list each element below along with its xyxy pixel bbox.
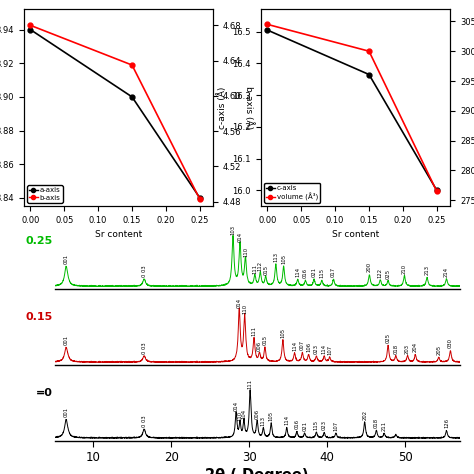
X-axis label: Sr content: Sr content bbox=[332, 230, 379, 239]
Line: b-axis: b-axis bbox=[28, 23, 202, 201]
Text: 213: 213 bbox=[425, 265, 429, 275]
Text: 111: 111 bbox=[247, 379, 253, 389]
Text: 110: 110 bbox=[237, 411, 243, 421]
Legend: a-axis, b-axis: a-axis, b-axis bbox=[27, 185, 63, 203]
Text: 025: 025 bbox=[385, 333, 391, 343]
Text: 0 03: 0 03 bbox=[142, 265, 146, 277]
Text: 114: 114 bbox=[292, 341, 297, 351]
Text: 126: 126 bbox=[444, 418, 449, 428]
Text: 023: 023 bbox=[314, 344, 319, 354]
Text: 001: 001 bbox=[64, 254, 69, 264]
X-axis label: 2θ ( Degree): 2θ ( Degree) bbox=[205, 468, 309, 474]
Line: a-axis: a-axis bbox=[28, 27, 202, 200]
Text: 107: 107 bbox=[327, 345, 332, 355]
a-axis bbox=[197, 195, 202, 201]
Line: volume: volume bbox=[265, 22, 439, 194]
Text: 0 03: 0 03 bbox=[142, 342, 146, 354]
a-axis bbox=[27, 27, 33, 33]
Text: 204: 204 bbox=[413, 342, 418, 353]
Text: 200: 200 bbox=[367, 263, 372, 273]
Text: 014: 014 bbox=[234, 401, 238, 410]
Text: =0: =0 bbox=[36, 388, 53, 398]
Text: 0 03: 0 03 bbox=[142, 415, 146, 427]
Text: 014: 014 bbox=[237, 232, 243, 242]
Text: 114: 114 bbox=[295, 267, 300, 277]
Text: 021: 021 bbox=[311, 267, 317, 277]
Text: 106: 106 bbox=[306, 342, 311, 353]
Text: 111: 111 bbox=[252, 264, 257, 273]
Text: 006: 006 bbox=[257, 341, 262, 351]
Text: 114: 114 bbox=[322, 344, 327, 354]
Text: 016: 016 bbox=[303, 268, 308, 278]
Text: 115: 115 bbox=[314, 420, 319, 430]
Text: 122: 122 bbox=[378, 267, 383, 278]
Text: 015: 015 bbox=[263, 264, 268, 274]
Text: 111: 111 bbox=[252, 326, 256, 337]
Text: 105: 105 bbox=[280, 328, 285, 338]
c-axis bbox=[434, 188, 439, 193]
Text: 113: 113 bbox=[261, 416, 266, 426]
Text: 202: 202 bbox=[362, 410, 367, 420]
volume bbox=[366, 48, 372, 54]
Text: 105: 105 bbox=[281, 254, 286, 264]
Text: 025: 025 bbox=[385, 269, 391, 279]
Text: 105: 105 bbox=[269, 411, 273, 421]
b-axis bbox=[27, 22, 33, 28]
Text: 107: 107 bbox=[333, 421, 338, 431]
Y-axis label: b-axis (Å): b-axis (Å) bbox=[244, 86, 254, 129]
Text: 214: 214 bbox=[444, 266, 449, 277]
Text: 0.25: 0.25 bbox=[25, 236, 53, 246]
Text: 114: 114 bbox=[284, 415, 289, 425]
Text: 0.15: 0.15 bbox=[25, 312, 53, 322]
volume bbox=[434, 189, 439, 194]
Text: 104: 104 bbox=[241, 409, 246, 419]
Text: 113: 113 bbox=[273, 252, 278, 262]
Text: 014: 014 bbox=[237, 298, 242, 308]
Y-axis label: c-axis (Å): c-axis (Å) bbox=[217, 87, 227, 129]
Text: 210: 210 bbox=[402, 264, 407, 273]
Text: 006: 006 bbox=[255, 409, 260, 419]
b-axis bbox=[129, 62, 135, 68]
b-axis bbox=[197, 196, 202, 202]
Text: 211: 211 bbox=[382, 421, 387, 431]
Text: 001: 001 bbox=[64, 407, 69, 418]
Text: 016: 016 bbox=[294, 419, 300, 429]
X-axis label: Sr content: Sr content bbox=[95, 230, 142, 239]
Text: 103: 103 bbox=[230, 225, 236, 235]
Line: c-axis: c-axis bbox=[265, 27, 439, 193]
Text: 007: 007 bbox=[300, 340, 305, 350]
Text: 001: 001 bbox=[64, 335, 69, 345]
a-axis bbox=[129, 94, 135, 100]
Text: 110: 110 bbox=[243, 247, 248, 257]
Text: 018: 018 bbox=[374, 418, 379, 428]
Text: 023: 023 bbox=[322, 420, 327, 430]
Text: 030: 030 bbox=[448, 338, 453, 348]
Text: 018: 018 bbox=[393, 343, 398, 354]
volume bbox=[264, 21, 270, 27]
Text: 115: 115 bbox=[319, 268, 324, 278]
Text: 017: 017 bbox=[331, 267, 336, 277]
c-axis bbox=[264, 27, 270, 33]
Text: 021: 021 bbox=[302, 421, 307, 431]
Text: 203: 203 bbox=[405, 344, 410, 354]
Text: 205: 205 bbox=[436, 345, 441, 355]
Legend: c-axis, volume (Å³): c-axis, volume (Å³) bbox=[264, 183, 320, 203]
Text: 015: 015 bbox=[263, 335, 267, 345]
Text: 110: 110 bbox=[242, 304, 247, 314]
c-axis bbox=[366, 72, 372, 77]
Text: 112: 112 bbox=[258, 261, 263, 271]
